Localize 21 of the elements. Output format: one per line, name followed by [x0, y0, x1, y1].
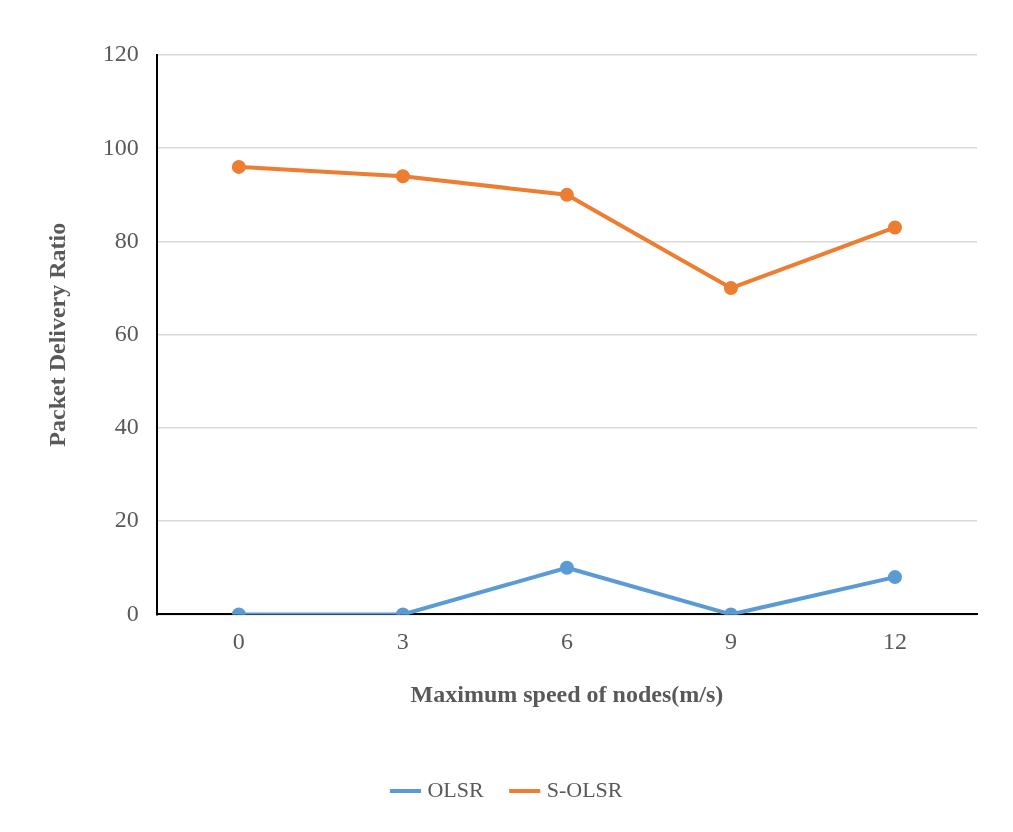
y-tick-label: 80	[114, 226, 139, 253]
y-tick-label: 100	[102, 133, 139, 160]
y-tick-label: 20	[114, 506, 139, 533]
x-tick-label: 6	[560, 628, 573, 655]
x-tick-label: 3	[396, 628, 409, 655]
point	[723, 281, 738, 296]
legend-label: OLSR	[427, 776, 485, 802]
point	[231, 159, 246, 174]
y-tick-label: 60	[114, 320, 139, 346]
x-axis-title: Maximum speed of nodes(m/s)	[410, 680, 724, 707]
point	[887, 220, 902, 235]
point	[395, 169, 410, 184]
x-tick-label: 12	[882, 628, 907, 655]
y-tick-label: 40	[114, 413, 139, 440]
x-tick-label: 0	[232, 628, 245, 655]
point	[559, 187, 574, 202]
legend-label: S-OLSR	[546, 776, 623, 802]
y-tick-label: 0	[126, 599, 139, 626]
y-tick-label: 120	[102, 40, 139, 67]
x-tick-label: 9	[724, 628, 737, 655]
y-axis-title: Packet Delivery Ratio	[43, 222, 70, 447]
